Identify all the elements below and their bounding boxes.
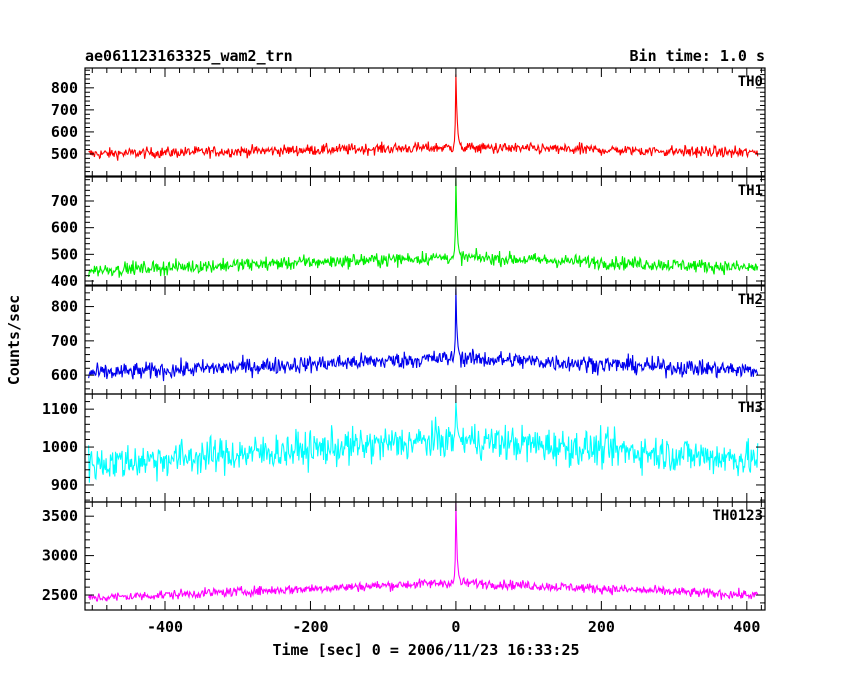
x-tick-label: -200	[292, 618, 328, 636]
panel-th2: 600 700 800 TH2	[51, 285, 766, 395]
y-tick-label: 900	[51, 476, 78, 494]
y-tick-label: 700	[51, 101, 78, 119]
chart-title: ae061123163325_wam2_trn	[85, 47, 293, 65]
y-axis-label: Counts/sec	[5, 295, 23, 385]
y-tick-label: 800	[51, 298, 78, 316]
series-line-th0	[88, 74, 759, 161]
panels-group: 500 600 700 800 TH0 400 500 600 700 TH1 600 700 800 T…	[42, 67, 766, 636]
panel-frame	[84, 67, 766, 177]
y-tick-label: 1100	[42, 400, 78, 418]
panel-th1: 400 500 600 700 TH1	[51, 176, 766, 290]
y-tick-label: 500	[51, 145, 78, 163]
series-line-th0123	[88, 502, 759, 602]
y-tick-label: 3500	[42, 507, 78, 525]
bin-time-label: Bin time: 1.0 s	[630, 47, 765, 65]
y-tick-label: 1000	[42, 438, 78, 456]
panel-label-th1: TH1	[738, 183, 763, 199]
y-tick-label: 3000	[42, 547, 78, 565]
panel-label-th0123: TH0123	[712, 508, 763, 524]
panel-th0123: 2500 3000 3500 TH0123	[42, 501, 766, 611]
x-tick-label: 400	[733, 618, 760, 636]
panel-label-th2: TH2	[738, 292, 763, 308]
panel-frame	[84, 176, 766, 286]
panel-label-th0: TH0	[738, 74, 763, 90]
x-tick-label: -400	[147, 618, 183, 636]
panel-th3: 900 1000 1100 TH3	[42, 393, 766, 503]
panel-th0: 500 600 700 800 TH0	[51, 67, 766, 177]
y-tick-label: 600	[51, 123, 78, 141]
y-tick-label: 600	[51, 366, 78, 384]
x-axis-label: Time [sec] 0 = 2006/11/23 16:33:25	[272, 641, 579, 659]
y-tick-label: 700	[51, 192, 78, 210]
panel-frame	[84, 285, 766, 395]
x-tick-label: 200	[588, 618, 615, 636]
x-tick-label: 0	[451, 618, 460, 636]
series-line-th3	[88, 401, 759, 483]
series-line-th2	[88, 288, 759, 382]
y-tick-label: 800	[51, 79, 78, 97]
y-tick-label: 500	[51, 245, 78, 263]
y-tick-label: 2500	[42, 586, 78, 604]
y-tick-label: 400	[51, 272, 78, 290]
panel-label-th3: TH3	[738, 400, 763, 416]
y-tick-label: 600	[51, 219, 78, 237]
series-line-th1	[88, 178, 759, 278]
y-tick-label: 700	[51, 332, 78, 350]
